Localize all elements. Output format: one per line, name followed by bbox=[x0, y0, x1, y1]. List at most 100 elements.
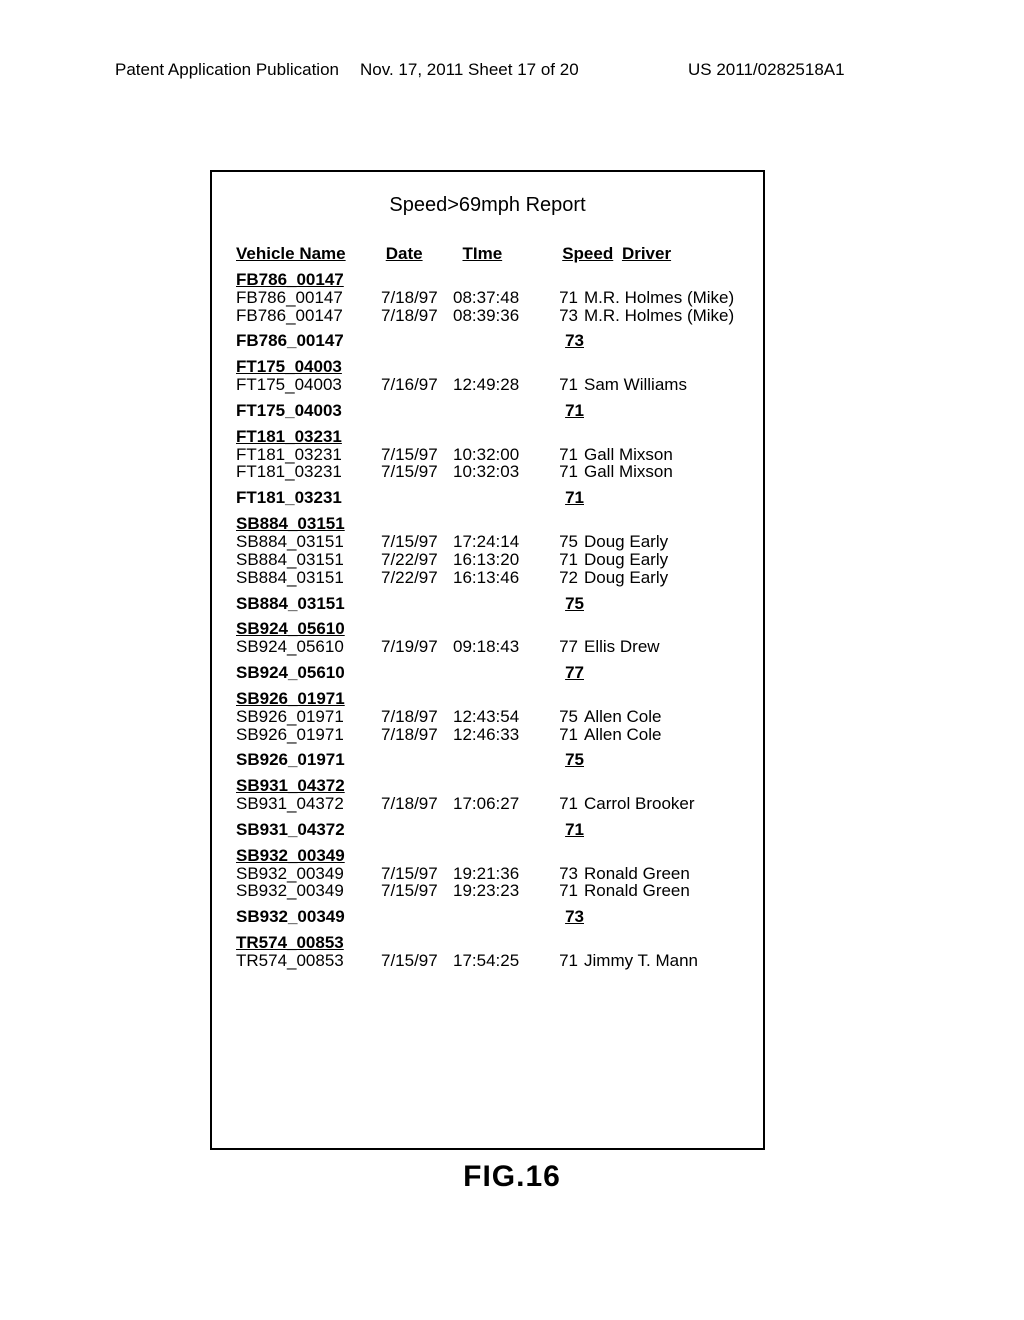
cell-time: 08:37:48 bbox=[453, 289, 548, 307]
cell-time: 16:13:46 bbox=[453, 569, 548, 587]
cell-speed: 71 bbox=[548, 463, 584, 481]
cell-time: 12:43:54 bbox=[453, 708, 548, 726]
cell-date: 7/18/97 bbox=[381, 708, 453, 726]
report-content: Vehicle Name Date TIme Speed Driver FB78… bbox=[212, 245, 763, 970]
cell-date: 7/18/97 bbox=[381, 726, 453, 744]
cell-speed: 71 bbox=[548, 952, 584, 970]
cell-date: 7/18/97 bbox=[381, 289, 453, 307]
cell-speed: 73 bbox=[548, 865, 584, 883]
cell-driver: Ronald Green bbox=[584, 882, 690, 900]
group-summary: SB932_0034973 bbox=[236, 908, 763, 926]
summary-speed: 71 bbox=[548, 402, 584, 420]
cell-vehicle: FT175_04003 bbox=[236, 376, 381, 394]
data-row: SB932_003497/15/9719:23:2371Ronald Green bbox=[236, 882, 763, 900]
summary-speed: 71 bbox=[548, 821, 584, 839]
cell-vehicle: FT181_03231 bbox=[236, 446, 381, 464]
header-left: Patent Application Publication bbox=[115, 60, 339, 80]
cell-speed: 71 bbox=[548, 882, 584, 900]
report-title: Speed>69mph Report bbox=[212, 194, 763, 217]
cell-speed: 71 bbox=[548, 376, 584, 394]
cell-driver: Gall Mixson bbox=[584, 446, 673, 464]
group-summary: FT181_0323171 bbox=[236, 489, 763, 507]
column-headers: Vehicle Name Date TIme Speed Driver bbox=[236, 245, 763, 263]
cell-time: 17:54:25 bbox=[453, 952, 548, 970]
group-summary: SB931_0437271 bbox=[236, 821, 763, 839]
cell-time: 17:06:27 bbox=[453, 795, 548, 813]
col-vehicle: Vehicle Name bbox=[236, 245, 381, 263]
summary-vehicle: SB932_00349 bbox=[236, 908, 548, 926]
header-right: US 2011/0282518A1 bbox=[688, 60, 845, 80]
summary-vehicle: SB931_04372 bbox=[236, 821, 548, 839]
data-row: SB926_019717/18/9712:43:5475Allen Cole bbox=[236, 708, 763, 726]
cell-vehicle: SB932_00349 bbox=[236, 882, 381, 900]
group-summary: SB924_0561077 bbox=[236, 664, 763, 682]
report-box: Speed>69mph Report Vehicle Name Date TIm… bbox=[210, 170, 765, 1150]
summary-vehicle: FT181_03231 bbox=[236, 489, 548, 507]
cell-vehicle: SB926_01971 bbox=[236, 726, 381, 744]
col-time: TIme bbox=[462, 245, 557, 263]
cell-date: 7/22/97 bbox=[381, 551, 453, 569]
cell-date: 7/19/97 bbox=[381, 638, 453, 656]
cell-driver: Ellis Drew bbox=[584, 638, 660, 656]
col-date: Date bbox=[386, 245, 458, 263]
figure-label: FIG.16 bbox=[0, 1160, 1024, 1194]
cell-speed: 71 bbox=[548, 551, 584, 569]
cell-time: 09:18:43 bbox=[453, 638, 548, 656]
cell-driver: Doug Early bbox=[584, 533, 668, 551]
cell-driver: Doug Early bbox=[584, 551, 668, 569]
group-header: SB931_04372 bbox=[236, 777, 763, 795]
cell-vehicle: SB884_03151 bbox=[236, 533, 381, 551]
data-row: TR574_008537/15/9717:54:2571Jimmy T. Man… bbox=[236, 952, 763, 970]
data-row: FB786_001477/18/9708:37:4871M.R. Holmes … bbox=[236, 289, 763, 307]
summary-speed: 73 bbox=[548, 908, 584, 926]
header-mid: Nov. 17, 2011 Sheet 17 of 20 bbox=[360, 60, 579, 80]
data-row: SB932_003497/15/9719:21:3673Ronald Green bbox=[236, 865, 763, 883]
summary-vehicle: FB786_00147 bbox=[236, 332, 548, 350]
group-header: SB926_01971 bbox=[236, 690, 763, 708]
group-header: FT181_03231 bbox=[236, 428, 763, 446]
data-row: SB884_031517/22/9716:13:2071Doug Early bbox=[236, 551, 763, 569]
group-summary: FB786_0014773 bbox=[236, 332, 763, 350]
cell-speed: 73 bbox=[548, 307, 584, 325]
cell-speed: 71 bbox=[548, 726, 584, 744]
cell-time: 10:32:00 bbox=[453, 446, 548, 464]
group-header: FB786_00147 bbox=[236, 271, 763, 289]
page: Patent Application Publication Nov. 17, … bbox=[0, 0, 1024, 1320]
cell-driver: Jimmy T. Mann bbox=[584, 952, 698, 970]
cell-date: 7/16/97 bbox=[381, 376, 453, 394]
group-header: SB932_00349 bbox=[236, 847, 763, 865]
summary-speed: 75 bbox=[548, 751, 584, 769]
col-speed: Speed bbox=[562, 245, 617, 263]
cell-date: 7/22/97 bbox=[381, 569, 453, 587]
data-row: FT181_032317/15/9710:32:0371Gall Mixson bbox=[236, 463, 763, 481]
group-summary: SB926_0197175 bbox=[236, 751, 763, 769]
group-summary: FT175_0400371 bbox=[236, 402, 763, 420]
cell-speed: 71 bbox=[548, 289, 584, 307]
cell-date: 7/15/97 bbox=[381, 533, 453, 551]
cell-vehicle: TR574_00853 bbox=[236, 952, 381, 970]
report-groups: FB786_00147FB786_001477/18/9708:37:4871M… bbox=[236, 271, 763, 970]
cell-vehicle: SB884_03151 bbox=[236, 551, 381, 569]
group-header: TR574_00853 bbox=[236, 934, 763, 952]
cell-speed: 77 bbox=[548, 638, 584, 656]
data-row: SB931_043727/18/9717:06:2771Carrol Brook… bbox=[236, 795, 763, 813]
cell-time: 12:49:28 bbox=[453, 376, 548, 394]
cell-speed: 71 bbox=[548, 446, 584, 464]
group-header: SB924_05610 bbox=[236, 620, 763, 638]
cell-driver: Gall Mixson bbox=[584, 463, 673, 481]
data-row: SB884_031517/15/9717:24:1475Doug Early bbox=[236, 533, 763, 551]
cell-driver: M.R. Holmes (Mike) bbox=[584, 307, 734, 325]
cell-date: 7/15/97 bbox=[381, 882, 453, 900]
cell-driver: Carrol Brooker bbox=[584, 795, 695, 813]
cell-driver: Sam Williams bbox=[584, 376, 687, 394]
group-header: FT175_04003 bbox=[236, 358, 763, 376]
cell-time: 19:23:23 bbox=[453, 882, 548, 900]
data-row: FT175_040037/16/9712:49:2871Sam Williams bbox=[236, 376, 763, 394]
cell-date: 7/15/97 bbox=[381, 952, 453, 970]
cell-vehicle: FB786_00147 bbox=[236, 307, 381, 325]
cell-vehicle: FT181_03231 bbox=[236, 463, 381, 481]
cell-speed: 72 bbox=[548, 569, 584, 587]
cell-date: 7/15/97 bbox=[381, 463, 453, 481]
data-row: FB786_001477/18/9708:39:3673M.R. Holmes … bbox=[236, 307, 763, 325]
summary-vehicle: SB924_05610 bbox=[236, 664, 548, 682]
